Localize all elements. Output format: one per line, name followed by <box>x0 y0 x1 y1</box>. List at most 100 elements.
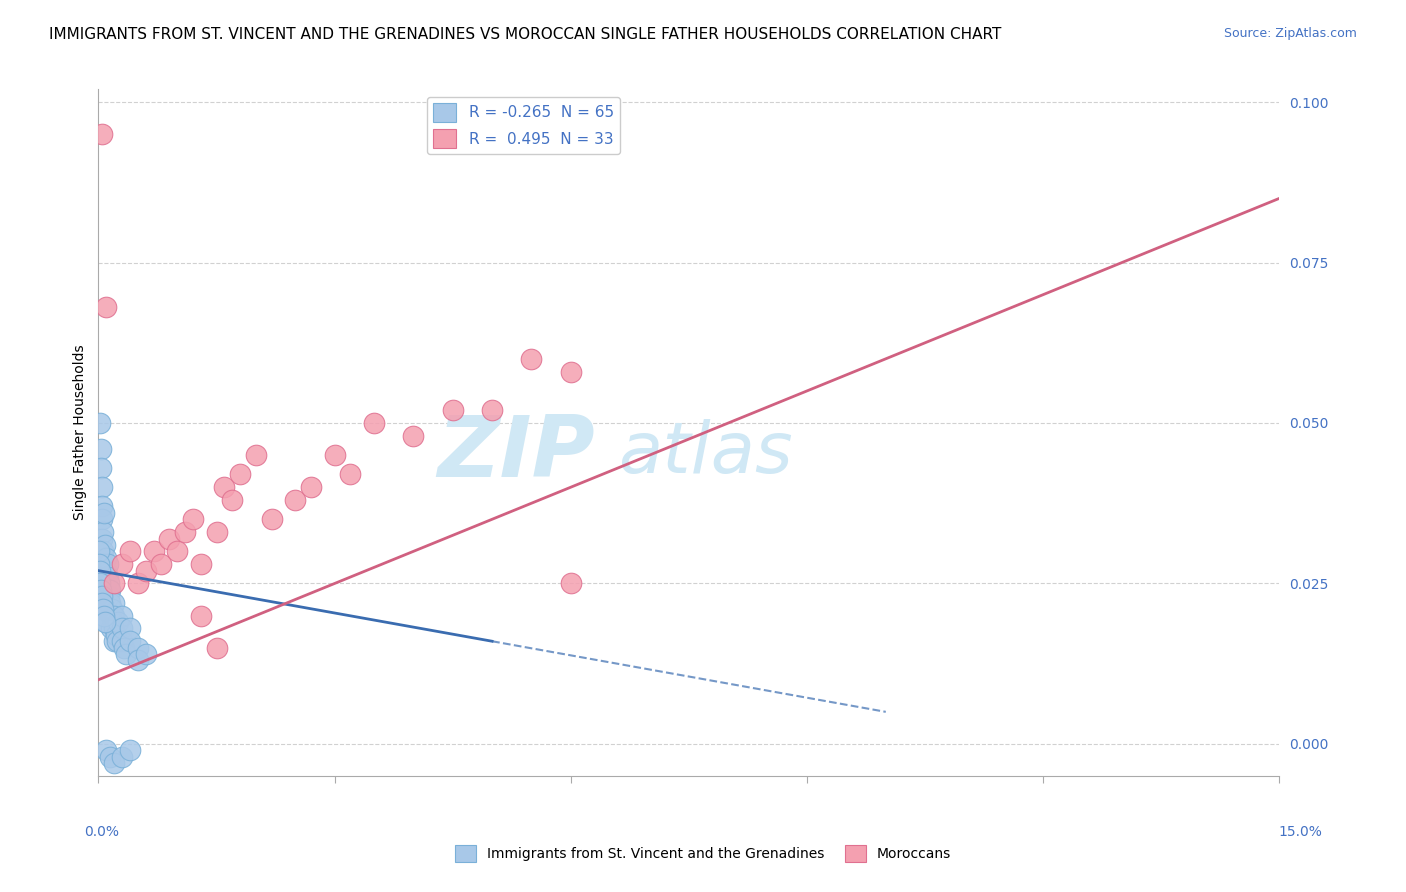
Point <box>103 608 125 623</box>
Point <box>214 480 236 494</box>
Point <box>103 596 125 610</box>
Point <box>96 576 118 591</box>
Point <box>111 749 134 764</box>
Point <box>91 544 114 558</box>
Point <box>118 544 141 558</box>
Point <box>402 429 425 443</box>
Text: atlas: atlas <box>619 418 793 488</box>
Point <box>127 640 149 655</box>
Point <box>97 582 120 597</box>
Point <box>94 550 117 565</box>
Point <box>96 564 118 578</box>
Point <box>481 403 503 417</box>
Point <box>94 582 117 597</box>
Point <box>89 416 111 430</box>
Y-axis label: Single Father Households: Single Father Households <box>73 345 87 520</box>
Point <box>115 647 138 661</box>
Point <box>90 461 112 475</box>
Point <box>229 467 252 482</box>
Point <box>103 608 125 623</box>
Point <box>90 582 112 597</box>
Point <box>205 525 228 540</box>
Point <box>96 743 118 757</box>
Point <box>89 544 111 558</box>
Point <box>135 564 157 578</box>
Point <box>107 615 129 629</box>
Point <box>96 615 118 629</box>
Point <box>157 532 180 546</box>
Point <box>190 558 212 572</box>
Point <box>118 621 141 635</box>
Point <box>103 621 125 635</box>
Point <box>93 538 115 552</box>
Point <box>245 448 267 462</box>
Point <box>103 576 125 591</box>
Point <box>118 634 141 648</box>
Point <box>118 743 141 757</box>
Point <box>111 621 134 635</box>
Point <box>104 628 127 642</box>
Point <box>520 351 543 366</box>
Point <box>150 558 173 572</box>
Point <box>299 480 322 494</box>
Point <box>98 596 121 610</box>
Point <box>93 608 115 623</box>
Point <box>441 403 464 417</box>
Text: ZIP: ZIP <box>437 412 595 495</box>
Point <box>91 512 114 526</box>
Point <box>93 615 115 629</box>
Point <box>96 602 118 616</box>
Point <box>98 749 121 764</box>
Point <box>93 506 115 520</box>
Text: IMMIGRANTS FROM ST. VINCENT AND THE GRENADINES VS MOROCCAN SINGLE FATHER HOUSEHO: IMMIGRANTS FROM ST. VINCENT AND THE GREN… <box>49 27 1001 42</box>
Point <box>90 480 112 494</box>
Point <box>93 558 115 572</box>
Point <box>181 512 204 526</box>
Point <box>100 621 122 635</box>
Point <box>103 756 125 771</box>
Point <box>221 493 243 508</box>
Point <box>560 365 582 379</box>
Point <box>93 570 115 584</box>
Point <box>96 301 118 315</box>
Point <box>91 596 114 610</box>
Point <box>90 500 112 514</box>
Point <box>101 602 124 616</box>
Point <box>98 590 121 604</box>
Point <box>89 576 111 591</box>
Point <box>97 576 120 591</box>
Point <box>101 615 124 629</box>
Point <box>111 608 134 623</box>
Point <box>111 634 134 648</box>
Point <box>89 564 111 578</box>
Point <box>91 532 114 546</box>
Point <box>98 582 121 597</box>
Point <box>98 596 121 610</box>
Point <box>111 558 134 572</box>
Point <box>190 608 212 623</box>
Point <box>103 634 125 648</box>
Legend: R = -0.265  N = 65, R =  0.495  N = 33: R = -0.265 N = 65, R = 0.495 N = 33 <box>427 97 620 154</box>
Point <box>100 608 122 623</box>
Point <box>112 640 135 655</box>
Point <box>260 512 283 526</box>
Point <box>560 576 582 591</box>
Point <box>363 416 385 430</box>
Point <box>89 558 111 572</box>
Point <box>127 576 149 591</box>
Text: 0.0%: 0.0% <box>84 825 118 839</box>
Point <box>174 525 197 540</box>
Point <box>284 493 307 508</box>
Text: 15.0%: 15.0% <box>1278 825 1323 839</box>
Point <box>166 544 188 558</box>
Point <box>205 640 228 655</box>
Point <box>142 544 165 558</box>
Point <box>91 525 114 540</box>
Point <box>127 653 149 667</box>
Point <box>90 590 112 604</box>
Point <box>135 647 157 661</box>
Point <box>97 558 120 572</box>
Legend: Immigrants from St. Vincent and the Grenadines, Moroccans: Immigrants from St. Vincent and the Gren… <box>450 839 956 867</box>
Point <box>323 448 346 462</box>
Point <box>91 602 114 616</box>
